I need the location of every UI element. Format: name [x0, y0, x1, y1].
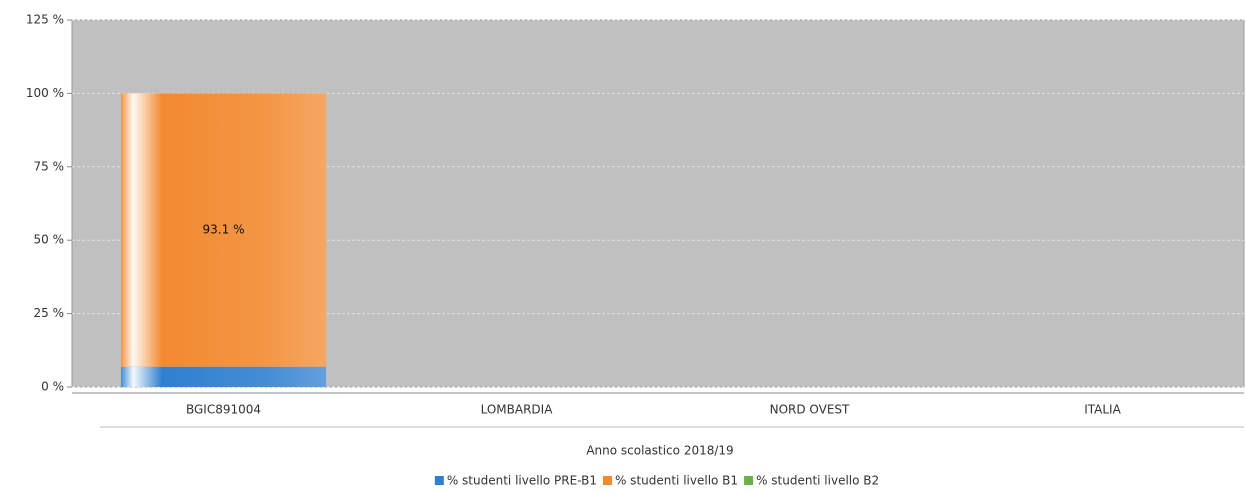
- bar-shine: [120, 93, 327, 367]
- x-tick-label: BGIC891004: [186, 403, 261, 417]
- x-tick-label: LOMBARDIA: [481, 403, 554, 417]
- y-tick-label: 50 %: [34, 233, 65, 247]
- y-tick-label: 75 %: [34, 159, 65, 173]
- y-tick-label: 25 %: [34, 306, 65, 320]
- legend-swatch: [744, 476, 754, 485]
- data-label: 93.1 %: [203, 223, 245, 237]
- legend-label: % studenti livello B2: [756, 474, 879, 488]
- x-axis-title: Anno scolastico 2018/19: [586, 444, 733, 458]
- legend-swatch: [434, 476, 444, 485]
- legend-swatch: [602, 476, 612, 485]
- y-tick-label: 100 %: [26, 86, 64, 100]
- x-tick-label: NORD OVEST: [770, 403, 850, 417]
- y-tick-label: 125 %: [26, 13, 64, 27]
- bar-shine: [120, 366, 327, 387]
- legend-label: % studenti livello B1: [615, 474, 738, 488]
- y-tick-label: 0 %: [41, 380, 64, 394]
- x-tick-label: ITALIA: [1084, 403, 1121, 417]
- legend-label: % studenti livello PRE-B1: [447, 474, 597, 488]
